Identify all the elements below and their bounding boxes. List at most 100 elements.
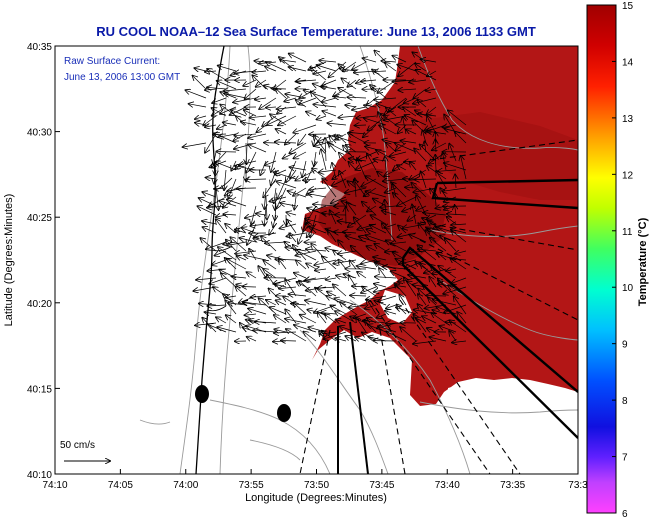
current-vector: [357, 272, 367, 279]
current-vector: [385, 157, 386, 171]
current-vector: [354, 217, 367, 234]
current-vector: [255, 98, 267, 100]
current-vector: [314, 151, 316, 166]
current-vector: [223, 122, 237, 125]
current-vector: [237, 188, 257, 189]
current-vector: [230, 237, 247, 252]
current-vector: [365, 305, 377, 309]
current-vector: [202, 221, 217, 224]
current-vector: [289, 67, 307, 72]
current-vector: [336, 319, 347, 323]
x-tick-label: 73:45: [369, 480, 394, 491]
current-vector: [442, 188, 467, 191]
ship-tracks: [299, 139, 578, 474]
current-vector: [217, 327, 237, 333]
current-vector: [293, 124, 317, 133]
current-vector: [200, 238, 217, 252]
current-vector: [457, 312, 467, 324]
current-vector: [429, 277, 437, 288]
current-vector: [218, 247, 237, 261]
current-vector: [236, 287, 247, 297]
current-vector: [340, 302, 357, 315]
current-vector: [286, 160, 297, 182]
current-vector: [385, 311, 397, 314]
current-vector: [306, 112, 317, 116]
current-vector: [321, 149, 327, 171]
y-tick-label: 40:10: [27, 470, 52, 481]
current-vector: [227, 259, 247, 270]
current-vector: [338, 221, 357, 224]
current-vector: [209, 277, 227, 284]
colorbar-tick-label: 15: [622, 1, 634, 12]
current-vector: [399, 295, 407, 306]
current-vector: [289, 142, 307, 153]
current-vector: [332, 163, 337, 180]
current-vector: [446, 269, 457, 271]
current-vector: [286, 329, 307, 342]
current-vector: [309, 188, 327, 190]
current-vector: [207, 305, 227, 306]
current-vector: [319, 60, 337, 62]
current-vector: [266, 196, 267, 219]
current-vector: [319, 170, 337, 172]
current-vector: [373, 257, 387, 260]
current-vector: [350, 295, 367, 296]
current-vector: [418, 294, 427, 306]
scale-label: 50 cm/s: [60, 440, 95, 451]
current-vector: [245, 215, 257, 218]
current-vector: [435, 194, 436, 207]
current-vector: [280, 223, 297, 229]
current-vector: [313, 204, 337, 206]
y-tick-label: 40:15: [27, 384, 52, 395]
colorbar-tick-label: 11: [622, 227, 633, 238]
current-vector: [216, 219, 227, 234]
current-vector: [386, 108, 397, 117]
current-vector: [334, 97, 347, 98]
current-vector: [411, 183, 427, 198]
current-vector: [380, 114, 397, 126]
current-vector: [289, 294, 307, 296]
current-vector: [296, 100, 307, 108]
current-vector: [317, 116, 327, 119]
current-vector: [339, 171, 347, 189]
x-tick-label: 73:50: [304, 480, 329, 491]
colorbar-tick-label: 8: [622, 396, 628, 407]
current-vector: [313, 205, 327, 210]
current-vector: [390, 151, 407, 156]
current-vector: [406, 129, 417, 135]
current-vector: [338, 251, 357, 254]
current-vector: [397, 165, 407, 171]
current-vector: [385, 251, 397, 252]
current-vector: [422, 316, 437, 324]
current-vector: [449, 144, 457, 162]
current-vector: [413, 341, 437, 344]
current-vector: [330, 305, 347, 315]
current-vector: [332, 178, 347, 186]
current-vector: [248, 144, 267, 153]
current-vector: [350, 261, 357, 270]
colorbar-ticks: 15 14 13 12 11 10 9 8 7 6: [612, 1, 634, 519]
current-vector: [362, 287, 377, 297]
current-vector: [398, 226, 407, 234]
current-vector: [254, 232, 277, 237]
current-vector: [408, 275, 427, 278]
current-vector: [226, 240, 237, 252]
current-vector: [327, 292, 337, 296]
current-vector: [251, 205, 257, 224]
colorbar-tick-label: 7: [622, 453, 628, 464]
current-vector: [249, 249, 257, 261]
current-vector: [263, 260, 277, 270]
current-vector: [270, 196, 287, 202]
current-vector: [183, 142, 207, 147]
current-vector: [223, 214, 237, 215]
current-vector: [250, 116, 267, 118]
current-vector: [311, 91, 327, 108]
current-vector: [224, 93, 247, 99]
current-vector: [355, 125, 367, 126]
current-vector: [363, 124, 377, 137]
current-vector: [348, 133, 367, 144]
current-vector: [338, 240, 347, 252]
current-vector: [214, 188, 227, 189]
current-vector: [390, 242, 407, 244]
colorbar-tick-label: 6: [622, 509, 628, 519]
